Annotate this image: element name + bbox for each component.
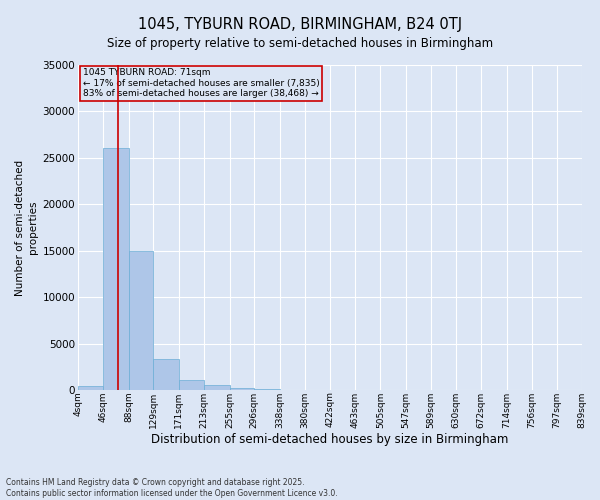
Bar bbox=[254, 389, 280, 390]
Bar bbox=[154, 360, 179, 390]
Bar bbox=[230, 388, 254, 390]
Bar bbox=[129, 250, 154, 390]
Bar bbox=[179, 380, 204, 390]
Bar bbox=[103, 148, 129, 390]
Bar bbox=[78, 386, 103, 390]
Text: Size of property relative to semi-detached houses in Birmingham: Size of property relative to semi-detach… bbox=[107, 38, 493, 51]
Y-axis label: Number of semi-detached
properties: Number of semi-detached properties bbox=[15, 160, 38, 296]
Text: Contains HM Land Registry data © Crown copyright and database right 2025.
Contai: Contains HM Land Registry data © Crown c… bbox=[6, 478, 338, 498]
Bar bbox=[204, 386, 230, 390]
Text: 1045, TYBURN ROAD, BIRMINGHAM, B24 0TJ: 1045, TYBURN ROAD, BIRMINGHAM, B24 0TJ bbox=[138, 18, 462, 32]
Text: 1045 TYBURN ROAD: 71sqm
← 17% of semi-detached houses are smaller (7,835)
83% of: 1045 TYBURN ROAD: 71sqm ← 17% of semi-de… bbox=[83, 68, 320, 98]
X-axis label: Distribution of semi-detached houses by size in Birmingham: Distribution of semi-detached houses by … bbox=[151, 434, 509, 446]
